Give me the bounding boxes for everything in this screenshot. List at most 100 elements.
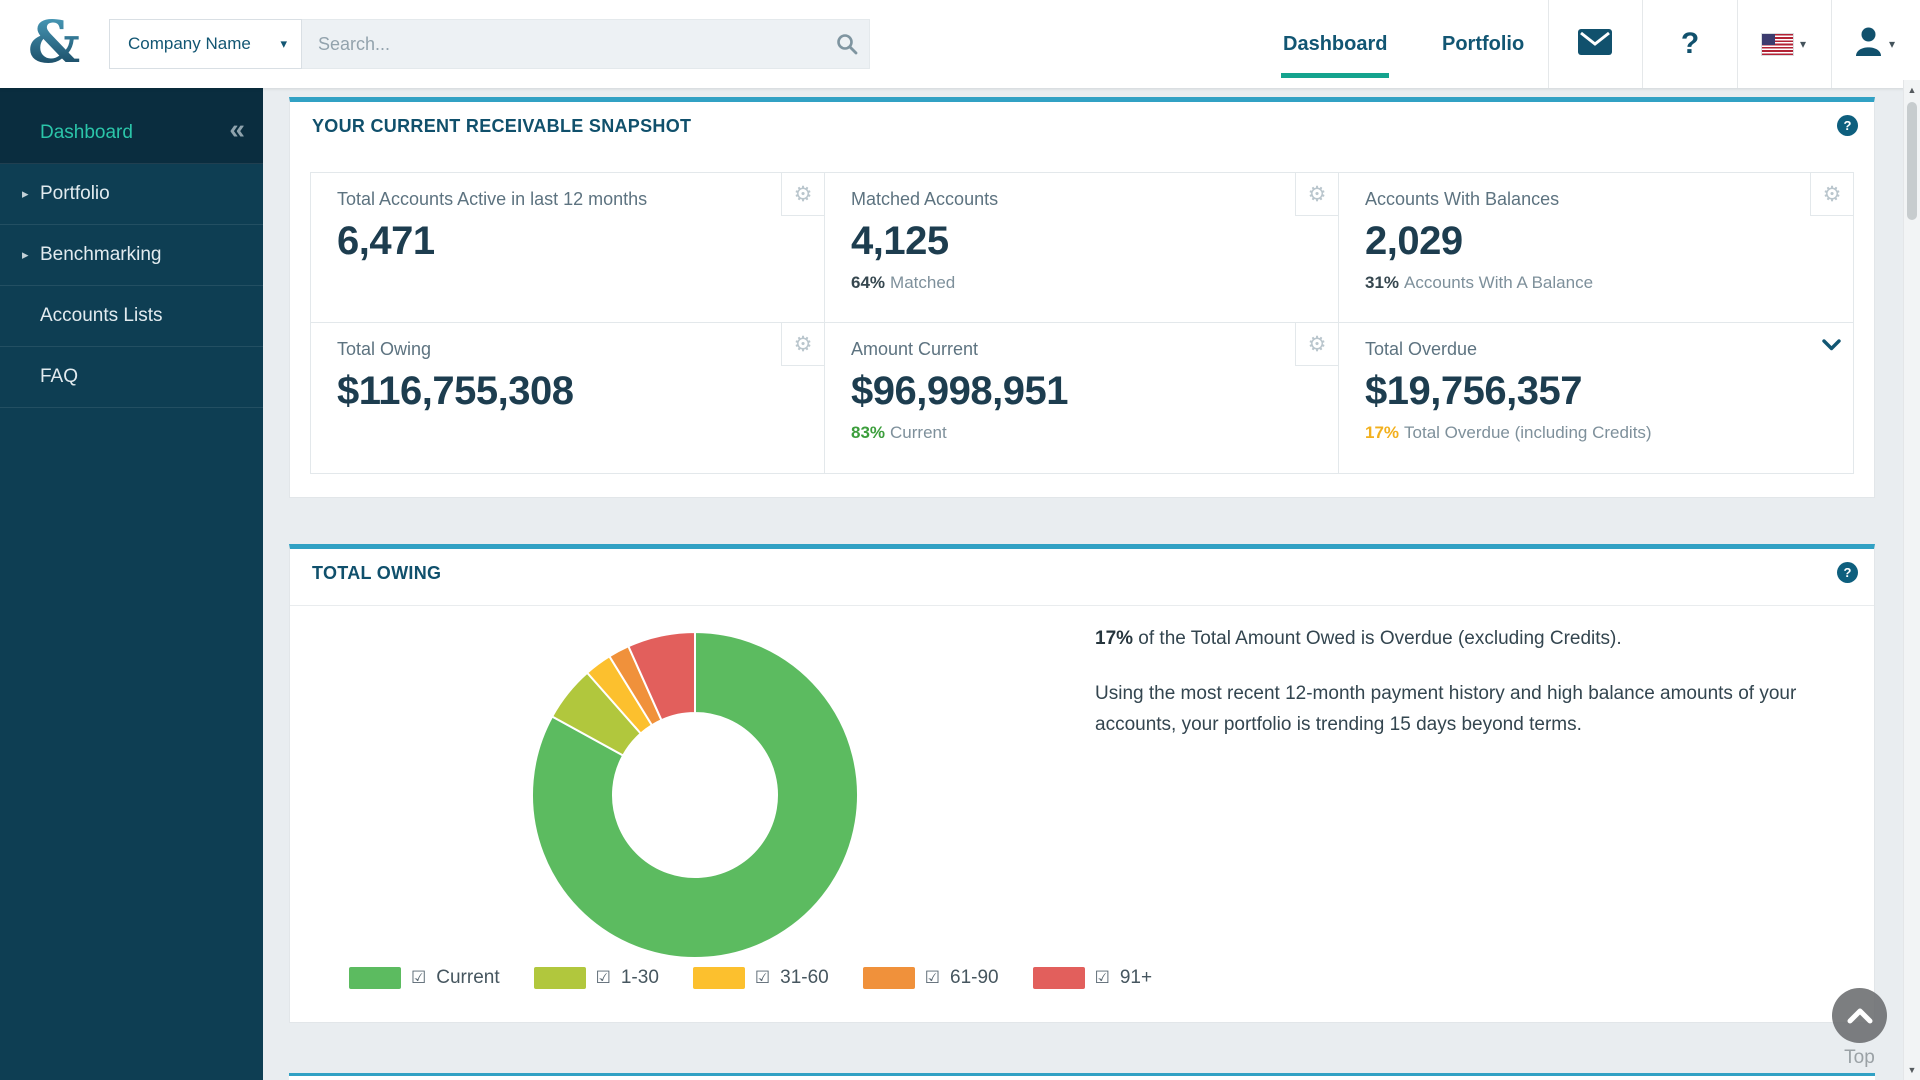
- legend-item-91plus[interactable]: ☑ 91+: [1033, 967, 1152, 989]
- stat-cards-grid: Total Accounts Active in last 12 months …: [310, 172, 1854, 474]
- legend-label: Current: [436, 967, 499, 989]
- checkbox-checked-icon[interactable]: ☑: [596, 968, 611, 988]
- legend-item-current[interactable]: ☑ Current: [349, 967, 500, 989]
- card-sub-label: Total Overdue (including Credits): [1404, 423, 1652, 442]
- card-settings-button[interactable]: ⚙: [1810, 173, 1853, 216]
- sidebar-item-dashboard[interactable]: Dashboard «: [0, 88, 263, 164]
- card-amount-current: Amount Current $96,998,951 83% Current ⚙: [825, 323, 1339, 473]
- sidebar-item-benchmarking[interactable]: ▸ Benchmarking: [0, 225, 263, 286]
- card-sub-label: Matched: [890, 273, 955, 292]
- topbar-divider: [1831, 0, 1832, 88]
- topbar-divider: [1642, 0, 1643, 88]
- checkbox-checked-icon[interactable]: ☑: [925, 968, 940, 988]
- sidebar-item-accounts-lists[interactable]: Accounts Lists: [0, 286, 263, 347]
- caret-down-icon: ▾: [1889, 37, 1895, 51]
- total-owing-summary: 17% of the Total Amount Owed is Overdue …: [1095, 623, 1805, 740]
- card-sub-label: Current: [890, 423, 947, 442]
- topbar-divider: [1548, 0, 1549, 88]
- flag-us-icon: [1762, 34, 1793, 55]
- search-icon[interactable]: [825, 19, 869, 69]
- gear-icon: ⚙: [1308, 334, 1327, 355]
- legend-item-1-30[interactable]: ☑ 1-30: [534, 967, 659, 989]
- scrollbar-thumb[interactable]: [1907, 102, 1917, 220]
- sidebar-navigation: Dashboard « ▸ Portfolio ▸ Benchmarking A…: [0, 88, 263, 1080]
- caret-down-icon: ▾: [280, 36, 287, 52]
- top-navigation-bar: & Company Name ▾ Dashboard Portfolio: [0, 0, 1920, 88]
- back-to-top-label: Top: [1832, 1047, 1887, 1069]
- card-label: Matched Accounts: [851, 189, 1312, 210]
- panel-header-divider: [290, 605, 1874, 606]
- svg-text:&: &: [28, 12, 80, 76]
- messages-button[interactable]: [1560, 0, 1630, 88]
- user-icon: [1855, 27, 1882, 61]
- card-subtext: 31%Accounts With A Balance: [1365, 273, 1827, 293]
- sidebar-item-faq[interactable]: FAQ: [0, 347, 263, 408]
- card-value: 2,029: [1365, 219, 1827, 264]
- sidebar-item-label: Benchmarking: [40, 244, 161, 266]
- gear-icon: ⚙: [794, 334, 813, 355]
- legend-swatch: [534, 967, 586, 989]
- card-sub-percent: 31%: [1365, 273, 1399, 292]
- card-settings-button[interactable]: ⚙: [781, 173, 824, 216]
- search-box: [302, 19, 870, 69]
- checkbox-checked-icon[interactable]: ☑: [755, 968, 770, 988]
- legend-label: 91+: [1120, 967, 1152, 989]
- ampersand-logo-icon[interactable]: &: [26, 12, 82, 76]
- back-to-top: Top: [1832, 988, 1887, 1069]
- total-owing-donut-chart: [530, 630, 860, 960]
- next-panel-edge: [289, 1073, 1875, 1080]
- panel-title: TOTAL OWING: [312, 563, 441, 584]
- search-input[interactable]: [302, 34, 825, 55]
- card-expand-button[interactable]: [1810, 323, 1853, 366]
- overdue-summary-rest: of the Total Amount Owed is Overdue (exc…: [1133, 628, 1622, 649]
- card-sub-percent: 83%: [851, 423, 885, 442]
- card-subtext: 17% Total Overdue (including Credits): [1365, 423, 1827, 443]
- user-menu[interactable]: ▾: [1842, 0, 1908, 88]
- collapse-sidebar-icon[interactable]: «: [229, 115, 245, 143]
- overdue-percent: 17%: [1095, 628, 1133, 649]
- question-mark-icon: ?: [1681, 27, 1699, 61]
- card-matched-accounts: Matched Accounts 4,125 64% Matched ⚙: [825, 173, 1339, 323]
- help-circle-icon[interactable]: ?: [1837, 562, 1858, 583]
- back-to-top-button[interactable]: [1832, 988, 1887, 1043]
- card-label: Accounts With Balances: [1365, 189, 1827, 210]
- legend-item-61-90[interactable]: ☑ 61-90: [863, 967, 999, 989]
- card-value: 4,125: [851, 219, 1312, 264]
- card-value: 6,471: [337, 219, 798, 264]
- help-circle-icon[interactable]: ?: [1837, 115, 1858, 136]
- company-name-selector[interactable]: Company Name ▾: [109, 19, 302, 69]
- card-sub-percent: 17%: [1365, 423, 1399, 442]
- legend-label: 61-90: [950, 967, 999, 989]
- legend-swatch: [863, 967, 915, 989]
- legend-label: 1-30: [621, 967, 659, 989]
- company-selector-label: Company Name: [128, 34, 251, 54]
- card-settings-button[interactable]: ⚙: [1295, 173, 1338, 216]
- tab-dashboard[interactable]: Dashboard: [1283, 0, 1387, 88]
- sidebar-item-label: Dashboard: [40, 122, 133, 144]
- scroll-up-arrow[interactable]: ▲: [1904, 82, 1920, 98]
- card-label: Amount Current: [851, 339, 1312, 360]
- language-selector[interactable]: ▾: [1748, 0, 1820, 88]
- legend-label: 31-60: [780, 967, 829, 989]
- card-settings-button[interactable]: ⚙: [781, 323, 824, 366]
- receivable-snapshot-panel: YOUR CURRENT RECEIVABLE SNAPSHOT ? Total…: [289, 97, 1875, 498]
- legend-item-31-60[interactable]: ☑ 31-60: [693, 967, 829, 989]
- card-total-overdue: Total Overdue $19,756,357 17%Total Overd…: [1339, 323, 1853, 473]
- caret-down-icon: ▾: [1800, 37, 1806, 51]
- card-settings-button[interactable]: ⚙: [1295, 323, 1338, 366]
- total-owing-panel: TOTAL OWING ? ☑ Current ☑ 1-30 ☑ 31-60: [289, 544, 1875, 1023]
- legend-swatch: [1033, 967, 1085, 989]
- checkbox-checked-icon[interactable]: ☑: [1095, 968, 1110, 988]
- tab-portfolio[interactable]: Portfolio: [1442, 0, 1524, 88]
- card-value: $116,755,308: [337, 369, 798, 414]
- legend-swatch: [349, 967, 401, 989]
- checkbox-checked-icon[interactable]: ☑: [411, 968, 426, 988]
- caret-right-icon: ▸: [22, 186, 29, 202]
- help-button[interactable]: ?: [1655, 0, 1725, 88]
- card-accounts-with-balances: Accounts With Balances 2,029 31%Accounts…: [1339, 173, 1853, 323]
- card-value: $96,998,951: [851, 369, 1312, 414]
- sidebar-item-portfolio[interactable]: ▸ Portfolio: [0, 164, 263, 225]
- card-sub-percent: 64%: [851, 273, 885, 292]
- scroll-down-arrow[interactable]: ▼: [1904, 1062, 1920, 1078]
- trend-detail-line: Using the most recent 12-month payment h…: [1095, 678, 1805, 740]
